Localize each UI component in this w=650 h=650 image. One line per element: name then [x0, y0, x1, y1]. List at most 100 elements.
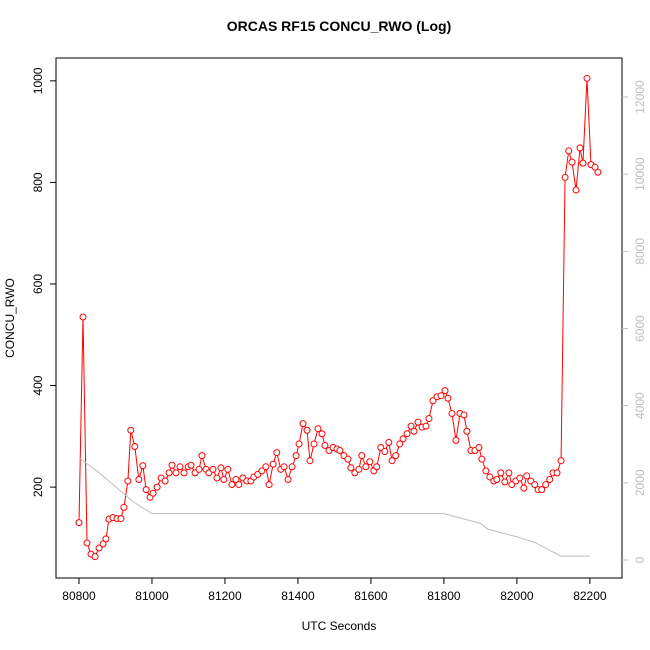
point	[429, 397, 437, 405]
y2-tick-label: 2000	[633, 469, 647, 496]
point	[414, 418, 422, 426]
point	[344, 455, 352, 463]
point	[124, 477, 132, 485]
point	[381, 448, 389, 456]
point	[180, 469, 188, 477]
point	[161, 477, 169, 485]
point	[120, 503, 128, 511]
point	[142, 486, 150, 494]
point	[269, 460, 277, 468]
point	[131, 442, 139, 450]
point	[425, 415, 433, 423]
point	[347, 464, 355, 472]
y-tick-label: 400	[31, 375, 45, 395]
point	[444, 394, 452, 402]
point	[373, 463, 381, 471]
point	[568, 158, 576, 166]
point	[557, 457, 565, 465]
point	[217, 464, 225, 472]
x-tick-label: 81400	[281, 589, 315, 603]
x-tick-label: 81000	[135, 589, 169, 603]
point	[403, 430, 411, 438]
point	[565, 147, 573, 155]
point	[99, 540, 107, 548]
point	[505, 469, 513, 477]
point	[355, 465, 363, 473]
point	[441, 387, 449, 395]
point	[83, 539, 91, 547]
y2-tick-label: 10000	[633, 157, 647, 191]
y2-tick-label: 8000	[633, 238, 647, 265]
point	[318, 430, 326, 438]
y2-tick-label: 12000	[633, 80, 647, 114]
point	[213, 474, 221, 482]
point	[153, 483, 161, 491]
point	[165, 469, 173, 477]
point	[388, 457, 396, 465]
x-tick-label: 82200	[573, 589, 607, 603]
point	[187, 461, 195, 469]
point	[292, 452, 300, 460]
point	[531, 481, 539, 489]
y-tick-label: 800	[31, 172, 45, 192]
point	[273, 449, 281, 457]
point	[95, 544, 103, 552]
y-axis-label: CONCU_RWO	[3, 278, 17, 358]
point	[135, 475, 143, 483]
point	[493, 475, 501, 483]
point	[486, 473, 494, 481]
y2-tick-label: 4000	[633, 392, 647, 419]
point	[377, 443, 385, 451]
point	[310, 440, 318, 448]
point	[91, 553, 99, 561]
y-tick-label: 600	[31, 274, 45, 294]
y2-tick-label: 6000	[633, 315, 647, 342]
point	[392, 452, 400, 460]
point	[235, 481, 243, 489]
point	[501, 478, 509, 486]
point	[75, 519, 83, 527]
point	[583, 74, 591, 82]
point	[117, 515, 125, 523]
point	[168, 461, 176, 469]
point	[321, 441, 329, 449]
point	[258, 467, 266, 475]
point	[176, 463, 184, 471]
point	[579, 159, 587, 167]
point	[538, 486, 546, 494]
x-tick-label: 80800	[62, 589, 96, 603]
y-tick-label: 200	[31, 477, 45, 497]
x-tick-label: 81800	[427, 589, 461, 603]
point	[497, 469, 505, 477]
point	[482, 467, 490, 475]
point	[149, 489, 157, 497]
chart-title: ORCAS RF15 CONCU_RWO (Log)	[227, 18, 452, 34]
point	[127, 426, 135, 434]
point	[576, 144, 584, 152]
point	[572, 186, 580, 194]
point	[516, 474, 524, 482]
point	[437, 392, 445, 400]
point	[448, 409, 456, 417]
point	[79, 313, 87, 321]
point	[396, 440, 404, 448]
point	[410, 427, 418, 435]
point	[195, 465, 203, 473]
point	[358, 452, 366, 460]
point	[475, 443, 483, 451]
point	[362, 463, 370, 471]
point	[284, 475, 292, 483]
point	[463, 427, 471, 435]
point	[561, 173, 569, 181]
point	[523, 472, 531, 480]
point	[209, 465, 217, 473]
series-line	[78, 457, 590, 557]
point	[295, 440, 303, 448]
point	[385, 438, 393, 446]
x-tick-label: 81200	[208, 589, 242, 603]
x-tick-label: 82000	[500, 589, 534, 603]
point	[478, 455, 486, 463]
y-tick-label: 1000	[31, 67, 45, 94]
point	[224, 465, 232, 473]
